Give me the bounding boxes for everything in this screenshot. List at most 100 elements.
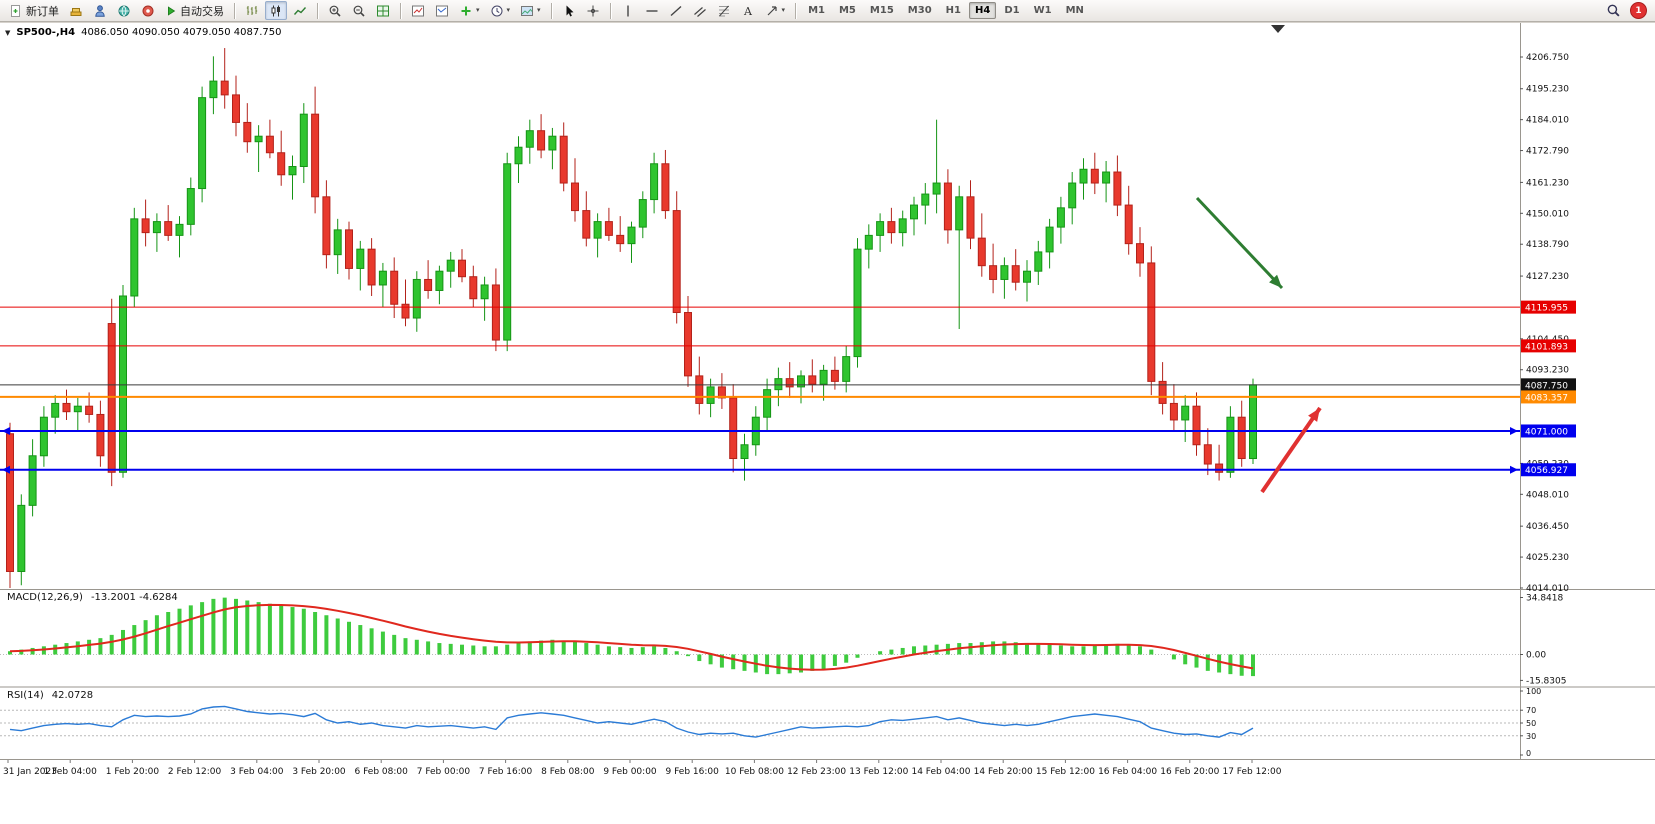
accounts-button[interactable] <box>89 1 111 20</box>
period-button[interactable]: ▾ <box>486 1 515 20</box>
svg-text:1 Feb 04:00: 1 Feb 04:00 <box>44 767 98 777</box>
svg-text:0: 0 <box>1526 749 1531 758</box>
svg-text:14 Feb 04:00: 14 Feb 04:00 <box>911 767 970 777</box>
add-indicator-icon <box>461 6 471 15</box>
chart-symbol-period: SP500-,H4 <box>16 27 76 38</box>
svg-text:4184.010: 4184.010 <box>1526 116 1569 126</box>
timeframe-toolbar: M1 M5 M15 M30 H1 H4 D1 W1 MN <box>801 2 1091 19</box>
tf-button-m15[interactable]: M15 <box>864 2 900 19</box>
zoom-in-icon <box>329 5 341 17</box>
expert-advisors-icon <box>142 5 154 16</box>
svg-text:4101.893: 4101.893 <box>1525 342 1568 352</box>
zoom-in-button[interactable] <box>324 1 346 20</box>
svg-text:4161.230: 4161.230 <box>1526 178 1569 188</box>
arrow-shapes-icon <box>767 5 777 15</box>
svg-text:4093.230: 4093.230 <box>1526 366 1569 376</box>
zoom-out-button[interactable] <box>348 1 370 20</box>
bar-chart-mode-button[interactable] <box>241 1 263 20</box>
svg-text:10 Feb 08:00: 10 Feb 08:00 <box>725 767 784 777</box>
autotrading-play-icon <box>168 5 176 16</box>
chart-shift-marker[interactable] <box>1271 25 1285 33</box>
channel-tool-button[interactable] <box>689 1 711 20</box>
notification-badge[interactable]: 1 <box>1630 2 1647 19</box>
tf-button-h4[interactable]: H4 <box>968 2 997 19</box>
tf-button-w1[interactable]: W1 <box>1028 2 1058 19</box>
rsi-name: RSI(14) <box>7 690 44 701</box>
trend-arrow[interactable] <box>1260 406 1322 494</box>
svg-text:3 Feb 20:00: 3 Feb 20:00 <box>292 767 346 777</box>
svg-text:4036.450: 4036.450 <box>1526 522 1569 532</box>
tf-button-d1[interactable]: D1 <box>998 2 1025 19</box>
svg-text:7 Feb 00:00: 7 Feb 00:00 <box>417 767 471 777</box>
svg-text:4206.750: 4206.750 <box>1526 53 1569 63</box>
autotrading-button[interactable]: 自动交易 <box>161 1 228 20</box>
chart-window-button[interactable] <box>431 1 453 20</box>
text-icon: A <box>743 5 753 18</box>
svg-text:100: 100 <box>1526 687 1541 696</box>
svg-text:4087.750: 4087.750 <box>1525 381 1568 391</box>
main-toolbar: 新订单 自动交易 <box>0 0 1655 22</box>
tf-button-mn[interactable]: MN <box>1060 2 1090 19</box>
toolbar-separator <box>609 2 611 19</box>
trendline-tool-button[interactable] <box>665 1 687 20</box>
web-terminal-button[interactable] <box>113 1 135 20</box>
svg-text:12 Feb 23:00: 12 Feb 23:00 <box>787 767 846 777</box>
tile-windows-button[interactable] <box>372 1 394 20</box>
svg-text:-15.8305: -15.8305 <box>1526 676 1566 686</box>
new-order-button[interactable]: 新订单 <box>5 1 63 20</box>
svg-text:3 Feb 04:00: 3 Feb 04:00 <box>230 767 284 777</box>
svg-text:4048.010: 4048.010 <box>1526 490 1569 500</box>
svg-text:4014.010: 4014.010 <box>1526 584 1569 594</box>
tf-button-h1[interactable]: H1 <box>940 2 967 19</box>
search-button[interactable] <box>1602 1 1625 20</box>
add-indicator-button[interactable]: ▾ <box>455 1 484 20</box>
tf-button-m1[interactable]: M1 <box>802 2 831 19</box>
indicator-window-button[interactable] <box>407 1 429 20</box>
cursor-tool-button[interactable] <box>558 1 580 20</box>
chart-ohlc-values: 4086.050 4090.050 4079.050 4087.750 <box>81 27 282 38</box>
market-watch-button[interactable] <box>65 1 87 20</box>
macd-name: MACD(12,26,9) <box>7 592 83 603</box>
svg-text:34.8418: 34.8418 <box>1526 593 1563 603</box>
bar-chart-icon <box>246 5 258 15</box>
search-icon <box>1607 4 1620 17</box>
trend-arrow[interactable] <box>1195 196 1284 290</box>
toolbar-separator <box>795 2 797 19</box>
macd-values: -13.2001 -4.6284 <box>90 592 178 603</box>
svg-text:7 Feb 16:00: 7 Feb 16:00 <box>479 767 533 777</box>
new-order-label: 新订单 <box>26 4 59 18</box>
price-badge <box>1521 378 1576 392</box>
tf-button-m5[interactable]: M5 <box>833 2 862 19</box>
svg-text:4025.230: 4025.230 <box>1526 553 1569 563</box>
cursor-icon <box>566 5 574 16</box>
vertical-line-tool-button[interactable] <box>617 1 639 20</box>
svg-text:2 Feb 12:00: 2 Feb 12:00 <box>168 767 222 777</box>
crosshair-tool-button[interactable] <box>582 1 604 20</box>
chart-menu-arrow-icon[interactable]: ▼ <box>5 28 11 37</box>
line-chart-icon <box>293 6 307 15</box>
rsi-value: 42.0728 <box>51 690 94 701</box>
price-badge <box>1521 300 1576 314</box>
new-order-icon <box>11 4 20 17</box>
autotrading-label: 自动交易 <box>180 4 224 18</box>
crosshair-icon <box>587 5 599 16</box>
expert-advisors-button[interactable] <box>137 1 159 20</box>
line-chart-mode-button[interactable] <box>289 1 311 20</box>
candlestick-mode-button[interactable] <box>265 1 287 20</box>
svg-text:9 Feb 00:00: 9 Feb 00:00 <box>603 767 657 777</box>
svg-text:4195.230: 4195.230 <box>1526 85 1569 95</box>
svg-text:4083.357: 4083.357 <box>1525 393 1568 403</box>
svg-text:4172.790: 4172.790 <box>1526 147 1569 157</box>
fibonacci-tool-button[interactable] <box>713 1 735 20</box>
horizontal-line-tool-button[interactable] <box>641 1 663 20</box>
svg-text:4138.790: 4138.790 <box>1526 240 1569 250</box>
tf-button-m30[interactable]: M30 <box>902 2 938 19</box>
horizontal-line-icon <box>646 9 658 12</box>
text-tool-button[interactable]: A <box>737 1 759 20</box>
svg-text:13 Feb 12:00: 13 Feb 12:00 <box>849 767 908 777</box>
svg-text:8 Feb 08:00: 8 Feb 08:00 <box>541 767 595 777</box>
template-button[interactable]: ▾ <box>516 1 545 20</box>
arrows-tool-button[interactable]: ▾ <box>761 1 790 20</box>
